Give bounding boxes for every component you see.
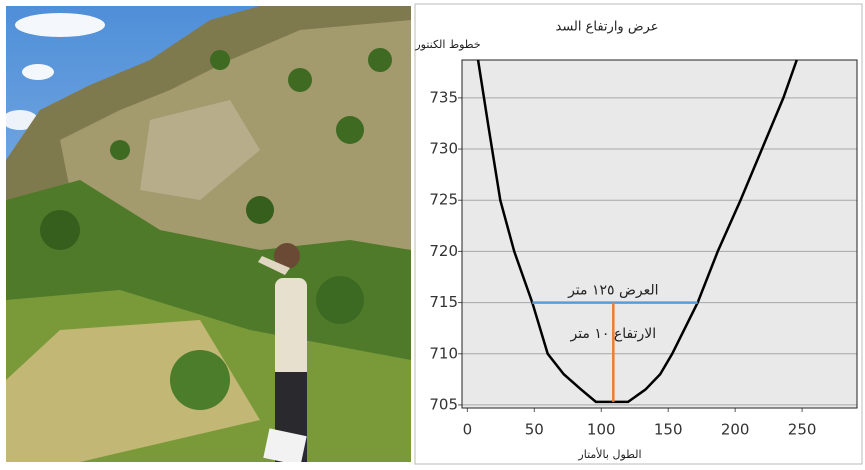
x-axis-label: الطول بالأمتار bbox=[577, 447, 641, 461]
x-tick-label: 250 bbox=[788, 421, 817, 439]
y-tick-label: 735 bbox=[429, 88, 458, 106]
y-tick-label: 730 bbox=[429, 140, 458, 158]
x-tick-label: 50 bbox=[525, 421, 544, 439]
width-label: العرض ١٢٥ متر bbox=[567, 283, 658, 299]
chart-title: عرض وارتفاع السد bbox=[556, 20, 659, 35]
y-axis-label: خطوط الكنتور bbox=[414, 38, 480, 51]
y-tick-label: 710 bbox=[429, 344, 458, 362]
photo bbox=[6, 6, 411, 462]
y-tick-label: 715 bbox=[429, 293, 458, 311]
plot-area bbox=[462, 60, 857, 408]
x-tick-label: 0 bbox=[463, 421, 473, 439]
y-tick-label: 725 bbox=[429, 191, 458, 209]
x-tick-label: 100 bbox=[587, 421, 616, 439]
x-tick-label: 200 bbox=[721, 421, 750, 439]
y-tick-label: 705 bbox=[429, 395, 458, 413]
height-label: الارتفاع ١٠ متر bbox=[569, 326, 656, 342]
x-tick-label: 150 bbox=[654, 421, 683, 439]
y-tick-label: 720 bbox=[429, 242, 458, 260]
profile-line bbox=[476, 59, 798, 404]
plot-border bbox=[461, 59, 858, 409]
